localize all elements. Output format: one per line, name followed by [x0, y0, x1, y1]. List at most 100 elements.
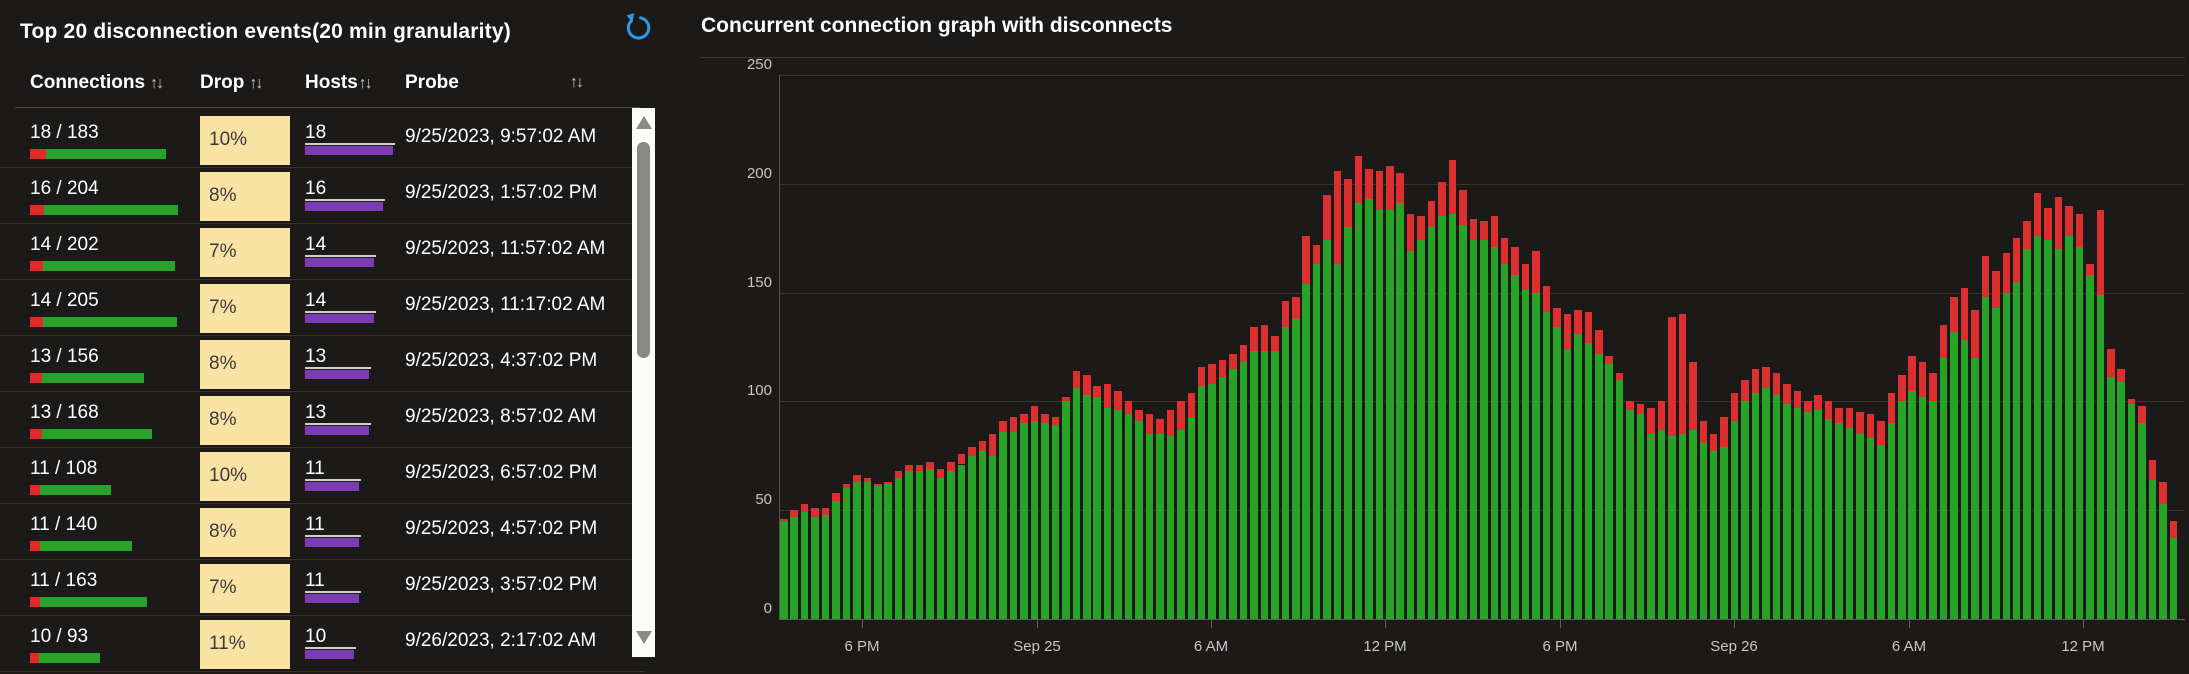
probe-timestamp: 9/26/2023, 2:17:02 AM [405, 630, 597, 651]
connections-value: 16 / 204 [30, 178, 99, 199]
disconnect-bar-segment [1124, 401, 1133, 415]
scrollbar-up-icon[interactable] [636, 116, 652, 129]
connected-bar-segment [2148, 479, 2157, 619]
connected-bar-segment [978, 451, 987, 619]
hosts-value: 11 [305, 458, 325, 479]
hosts-underline [305, 311, 376, 313]
probe-timestamp: 9/25/2023, 1:57:02 PM [405, 182, 598, 203]
column-label: Probe [405, 72, 459, 93]
disconnect-bar-segment [1208, 364, 1216, 384]
disconnect-bar-segment [1877, 420, 1885, 445]
disconnect-bar-segment [1260, 325, 1269, 352]
hosts-underline [305, 255, 376, 257]
sort-arrows-icon[interactable]: ↑↓ [570, 74, 584, 91]
scrollbar-down-icon[interactable] [636, 631, 652, 644]
disconnect-bar-segment [1908, 355, 1916, 391]
connected-bar-segment [1730, 420, 1739, 619]
probe-timestamp: 9/25/2023, 6:57:02 PM [405, 462, 598, 483]
connected-bar-segment [1887, 423, 1896, 619]
x-axis-tick-label: Sep 26 [1710, 638, 1758, 655]
sort-arrows-icon[interactable]: ↑↓ [249, 75, 263, 92]
column-header-connections[interactable]: Connections ↑↓ [30, 72, 164, 94]
table-row[interactable]: 16 / 204 8% 16 9/25/2023, 1:57:02 PM [0, 168, 645, 224]
connected-bar-segment [1323, 240, 1331, 619]
table-row[interactable]: 11 / 108 10% 11 9/25/2023, 6:57:02 PM [0, 448, 645, 504]
connected-bar-segment [936, 477, 945, 619]
disconnect-bar-segment [1375, 170, 1384, 210]
disconnect-bar-segment [2138, 405, 2146, 424]
connected-bar-segment [1950, 331, 1958, 619]
disconnect-bar-segment [1793, 390, 1802, 408]
disconnect-bar-segment [1511, 246, 1519, 276]
hosts-value: 18 [305, 122, 327, 143]
table-row[interactable]: 18 / 183 10% 18 9/25/2023, 9:57:02 AM [0, 112, 645, 168]
disconnect-bar-segment [1103, 383, 1112, 408]
connections-total-bar [42, 317, 177, 327]
table-row[interactable]: 11 / 140 8% 11 9/25/2023, 4:57:02 PM [0, 504, 645, 560]
connected-bar-segment [1772, 394, 1781, 619]
column-header-drop[interactable]: Drop ↑↓ [200, 72, 263, 94]
connections-drop-bar [30, 597, 40, 607]
table-row[interactable]: 14 / 202 7% 14 9/25/2023, 11:57:02 AM [0, 224, 645, 280]
disconnect-bar-segment [1824, 401, 1833, 419]
column-header-probe[interactable]: Probe [405, 72, 459, 94]
scrollbar-thumb[interactable] [637, 142, 650, 358]
connected-bar-segment [2065, 236, 2073, 619]
column-label: Connections [30, 72, 146, 93]
disconnect-bar-segment [1657, 401, 1666, 430]
header-divider [15, 107, 640, 108]
connected-bar-segment [1877, 444, 1885, 619]
table-row[interactable]: 14 / 205 7% 14 9/25/2023, 11:17:02 AM [0, 280, 645, 336]
connected-bar-segment [1417, 240, 1425, 619]
sort-arrows-icon[interactable]: ↑↓ [150, 75, 164, 92]
connected-bar-segment [1145, 434, 1154, 619]
connected-bar-segment [1793, 407, 1802, 619]
disconnect-bar-segment [1584, 312, 1593, 343]
hosts-underline [305, 423, 371, 425]
sort-arrows-icon[interactable]: ↑↓ [358, 75, 373, 92]
disconnect-bar-segment [1741, 379, 1749, 402]
connected-bar-segment [1542, 312, 1551, 619]
disconnect-bar-segment [1250, 327, 1258, 352]
disconnect-bar-segment [2065, 205, 2073, 236]
refresh-button[interactable] [621, 12, 651, 46]
disconnect-bar-segment [1835, 407, 1843, 424]
disconnect-bar-segment [1114, 390, 1122, 411]
connected-bar-segment [1009, 431, 1018, 619]
disconnect-bar-segment [1950, 296, 1958, 332]
drop-percent-cell: 8% [200, 508, 290, 557]
connected-bar-segment [1929, 401, 1937, 619]
disconnect-bar-segment [1615, 373, 1624, 380]
connections-value: 13 / 156 [30, 346, 99, 367]
connected-bar-segment [1647, 434, 1655, 619]
hosts-value: 13 [305, 402, 327, 423]
disconnect-bar-segment [1887, 392, 1896, 424]
disconnect-bar-segment [978, 440, 987, 452]
table-row[interactable]: 13 / 156 8% 13 9/25/2023, 4:37:02 PM [0, 336, 645, 392]
connected-bar-segment [1396, 203, 1404, 619]
table-row[interactable]: 13 / 168 8% 13 9/25/2023, 8:57:02 AM [0, 392, 645, 448]
hosts-underline [305, 647, 356, 649]
disconnect-bar-segment [1009, 416, 1018, 432]
table-row[interactable]: 11 / 163 7% 11 9/25/2023, 3:57:02 PM [0, 560, 645, 616]
disconnect-bar-segment [1156, 418, 1164, 435]
disconnect-bar-segment [1542, 286, 1551, 313]
x-axis-tick [1211, 619, 1212, 628]
connected-bar-segment [2012, 281, 2021, 619]
disconnect-bar-segment [1386, 166, 1394, 210]
disconnect-bar-segment [1197, 366, 1206, 387]
disconnect-bar-segment [874, 484, 882, 487]
disconnect-bar-segment [821, 508, 830, 515]
disconnect-bar-segment [1521, 264, 1530, 291]
column-header-hosts[interactable]: Hosts↑↓ [305, 72, 373, 94]
disconnect-bar-segment [1898, 375, 1906, 402]
hosts-value: 11 [305, 570, 325, 591]
connections-total-bar [41, 429, 152, 439]
disconnect-bar-segment [1020, 414, 1028, 424]
table-row[interactable]: 10 / 93 11% 10 9/26/2023, 2:17:02 AM [0, 616, 645, 672]
connections-total-bar [39, 597, 147, 607]
x-axis-tick-label: 6 AM [1891, 638, 1927, 655]
disconnect-bar-segment [1302, 236, 1310, 284]
disconnect-bar-segment [1396, 172, 1404, 204]
